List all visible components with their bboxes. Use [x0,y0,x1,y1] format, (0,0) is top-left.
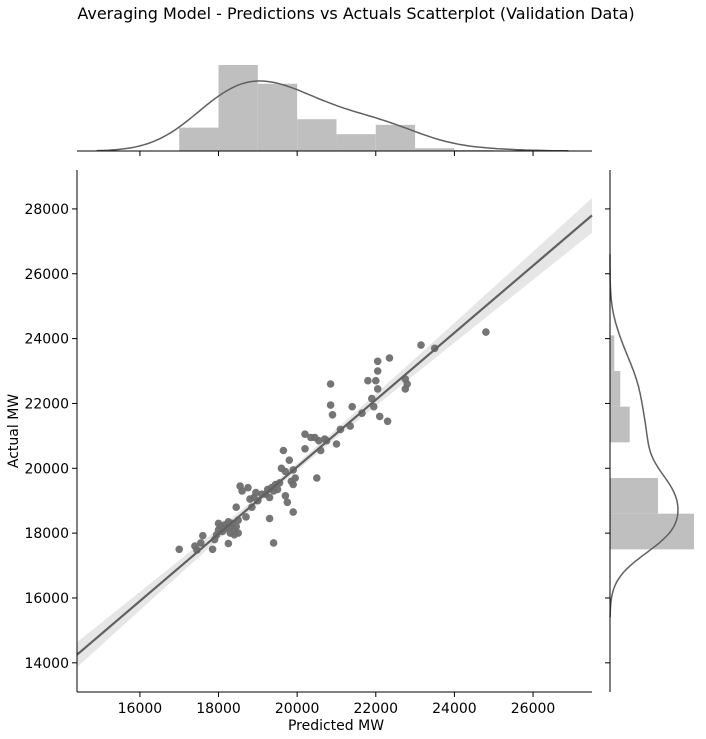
scatter-point-79 [373,357,382,366]
scatter-point-61 [315,436,323,445]
scatter-point-81 [383,417,392,426]
y-axis-label: Actual MW [6,394,22,468]
regression-line [76,214,593,656]
scatter-points [175,328,490,554]
x-tick-label-0: 16000 [118,701,163,717]
x-tick-label-2: 20000 [275,701,320,717]
scatter-point-73 [364,376,372,385]
scatter-point-67 [328,411,337,419]
scatter-point-88 [482,328,490,336]
y-tick-label-0: 14000 [24,656,69,672]
scatter-point-43 [273,485,282,494]
y-tick-label-3: 20000 [24,461,69,477]
x-tick-label-5: 26000 [511,701,556,717]
right-marginal-histogram [605,170,694,692]
scatter-point-38 [265,514,274,523]
scatter-point-86 [417,341,425,349]
right-kde-curve [609,254,679,618]
scatter-point-21 [232,522,240,531]
scatter-point-47 [281,467,290,476]
scatter-point-32 [252,488,260,497]
confidence-band [77,198,592,668]
scatter-point-57 [301,430,309,439]
scatter-point-56 [301,445,309,453]
scatter-point-3 [197,539,205,547]
scatter-point-50 [285,456,294,465]
right-hist-bar-1 [610,478,658,514]
scatter-point-23 [234,529,242,537]
scatter-point-60 [313,474,321,482]
scatter-point-53 [289,508,298,516]
regression-line-layer [76,214,593,656]
y-tick-label-6: 26000 [24,267,69,283]
scatter-point-27 [242,513,250,521]
y-tick-label-5: 24000 [24,332,69,348]
chart-title: Averaging Model - Predictions vs Actuals… [77,4,634,23]
top-kde-curve [96,80,569,152]
top-hist-bar-3 [297,119,337,151]
top-marginal-histogram [77,65,592,156]
scatter-point-68 [332,440,341,448]
y-tick-label-2: 18000 [24,526,69,542]
scatter-point-71 [348,402,357,411]
scatter-point-37 [265,493,274,502]
scatter-point-78 [373,367,382,375]
right-hist-bar-3 [610,406,630,443]
scatter-point-48 [281,492,290,500]
scatter-point-49 [283,498,292,507]
y-tick-label-1: 16000 [24,591,69,607]
axes [76,170,592,693]
scatter-point-22 [232,503,240,512]
scatter-point-75 [370,402,378,411]
confidence-band-layer [77,198,592,668]
scatter-point-52 [289,480,298,489]
top-hist-bar-1 [218,65,258,151]
scatter-point-85 [403,380,412,388]
scatter-point-4 [199,531,207,540]
main-scatter-plot: 16000 18000 20000 22000 24000 26000 14000 1600… [24,170,593,717]
y-axis-ticks: 14000 16000 18000 20000 22000 24000 26000 28000 [24,202,77,672]
scatter-point-66 [326,380,335,388]
scatter-point-65 [326,401,335,409]
scatter-point-28 [244,483,252,492]
right-hist-bar-5 [610,335,615,372]
top-hist-bar-2 [257,83,298,151]
right-hist-bar-4 [610,371,621,407]
scatter-point-15 [224,539,233,548]
y-tick-label-7: 28000 [24,202,69,218]
x-tick-label-4: 24000 [432,701,477,717]
scatter-point-26 [238,487,246,495]
scatter-point-0 [175,545,183,554]
scatter-point-5 [208,545,217,554]
scatter-point-41 [269,539,278,547]
x-tick-label-3: 22000 [354,701,399,717]
right-hist-bar-0 [610,513,694,550]
top-hist-bar-4 [336,134,376,151]
x-axis-ticks: 16000 18000 20000 22000 24000 26000 [118,692,556,717]
top-hist-bar-0 [179,127,219,151]
scatter-point-55 [291,474,300,482]
y-tick-label-4: 22000 [24,396,69,412]
scatter-point-82 [385,354,394,362]
scatter-point-77 [373,385,382,393]
top-hist-bar-6 [415,148,455,151]
x-tick-label-1: 18000 [196,701,241,717]
x-axis-label: Predicted MW [288,718,384,734]
scatter-point-46 [279,446,288,455]
scatter-point-80 [375,412,384,421]
scatter-point-76 [372,376,380,385]
